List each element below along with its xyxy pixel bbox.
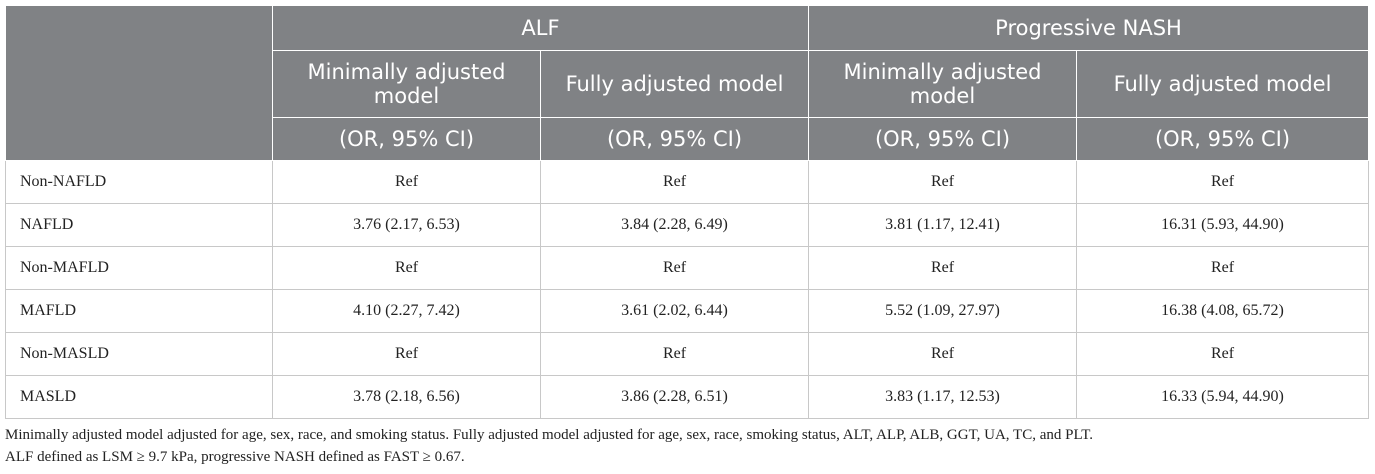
row-label: MAFLD <box>5 289 273 333</box>
cell: 16.38 (4.08, 65.72) <box>1076 289 1369 333</box>
cell: Ref <box>808 332 1077 376</box>
cell: Ref <box>272 160 541 204</box>
cell: Ref <box>272 246 541 290</box>
results-table: ALF Progressive NASH Minimally adjusted mo… <box>5 5 1369 419</box>
cell: Ref <box>272 332 541 376</box>
row-label: Non-NAFLD <box>5 160 273 204</box>
subheader: Fully adjusted model <box>1076 50 1369 118</box>
header-row: ALF Progressive NASH <box>5 5 1369 161</box>
table-row: NAFLD 3.76 (2.17, 6.53) 3.84 (2.28, 6.49) 3… <box>5 203 1369 247</box>
group-header: ALF <box>272 5 809 51</box>
corner-cell <box>5 5 273 161</box>
cell: 4.10 (2.27, 7.42) <box>272 289 541 333</box>
cell: 3.84 (2.28, 6.49) <box>540 203 809 247</box>
cell: 3.76 (2.17, 6.53) <box>272 203 541 247</box>
row-label: Non-MAFLD <box>5 246 273 290</box>
cell: Ref <box>1076 246 1369 290</box>
ci-label: (OR, 95% CI) <box>808 117 1077 161</box>
footnote: ALF defined as LSM ≥ 9.7 kPa, progressiv… <box>5 449 465 465</box>
cell: Ref <box>1076 160 1369 204</box>
subheader: Minimally adjusted model <box>808 50 1077 118</box>
header-row: Minimally adjusted model Fully adjusted m… <box>6 50 1369 118</box>
header-row: (OR, 95% CI) (OR, 95% CI) (OR, 95% CI) (OR,… <box>6 117 1369 161</box>
table-row: MAFLD 4.10 (2.27, 7.42) 3.61 (2.02, 6.44) 5… <box>5 289 1369 333</box>
cell: Ref <box>1076 332 1369 376</box>
group-header: Progressive NASH <box>808 5 1369 51</box>
cell: 16.31 (5.93, 44.90) <box>1076 203 1369 247</box>
footnote: Minimally adjusted model adjusted for ag… <box>5 427 1094 443</box>
ci-label: (OR, 95% CI) <box>1076 117 1369 161</box>
cell: Ref <box>540 160 809 204</box>
row-label: MASLD <box>5 375 273 419</box>
cell: Ref <box>808 160 1077 204</box>
subheader: Minimally adjusted model <box>272 50 541 118</box>
cell: Ref <box>540 332 809 376</box>
cell: 3.81 (1.17, 12.41) <box>808 203 1077 247</box>
cell: 3.61 (2.02, 6.44) <box>540 289 809 333</box>
cell: 3.83 (1.17, 12.53) <box>808 375 1077 419</box>
cell: 5.52 (1.09, 27.97) <box>808 289 1077 333</box>
table-row: Non-NAFLD Ref Ref Ref Ref <box>5 160 1369 204</box>
row-label: Non-MASLD <box>5 332 273 376</box>
ci-label: (OR, 95% CI) <box>272 117 541 161</box>
subheader: Fully adjusted model <box>540 50 809 118</box>
table-row: Non-MASLD Ref Ref Ref Ref <box>5 332 1369 376</box>
table-body: Non-NAFLD Ref Ref Ref Ref NAFLD 3.76 (2.17, 6.… <box>5 160 1369 419</box>
ci-label: (OR, 95% CI) <box>540 117 809 161</box>
cell: 3.86 (2.28, 6.51) <box>540 375 809 419</box>
table-row: MASLD 3.78 (2.18, 6.56) 3.86 (2.28, 6.51) 3… <box>5 375 1369 419</box>
cell: 16.33 (5.94, 44.90) <box>1076 375 1369 419</box>
cell: Ref <box>808 246 1077 290</box>
row-label: NAFLD <box>5 203 273 247</box>
table-header: ALF Progressive NASH Minimally adjusted mo… <box>5 5 1369 161</box>
table-row: Non-MAFLD Ref Ref Ref Ref <box>5 246 1369 290</box>
cell: 3.78 (2.18, 6.56) <box>272 375 541 419</box>
cell: Ref <box>540 246 809 290</box>
